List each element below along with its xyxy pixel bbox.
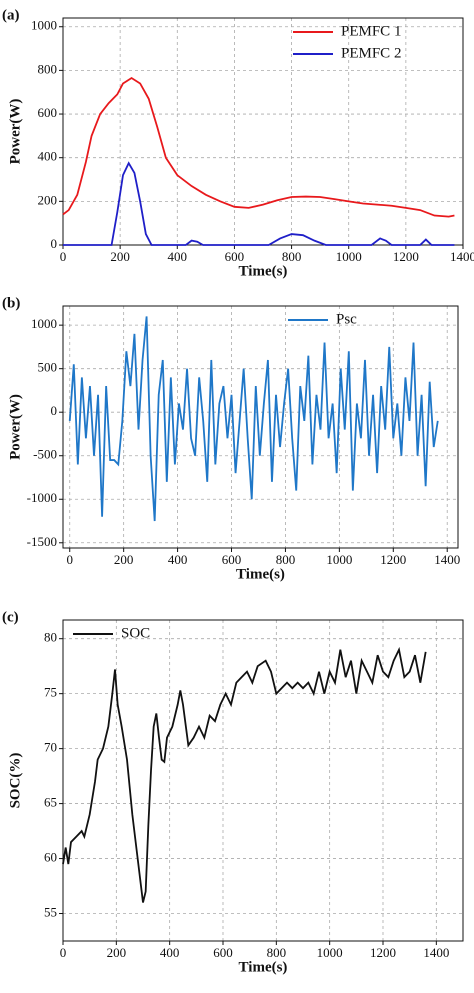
y-tick-label: 800 [38,61,58,76]
y-tick-label: 500 [38,360,58,375]
x-tick-label: 1000 [317,945,343,960]
x-tick-label: 200 [114,552,134,567]
plot-frame [62,619,464,942]
y-tick-label: 0 [51,403,58,418]
x-tick-label: 1200 [380,552,406,567]
x-tick-label: 400 [168,552,188,567]
y-tick-label: -1500 [27,534,57,549]
x-axis-label: Time(s) [239,959,288,975]
y-tick-label: 1000 [31,316,57,331]
series-line [62,76,455,218]
x-tick-label: 1400 [434,552,460,567]
x-tick-label: 1400 [423,945,449,960]
y-tick-label: 400 [38,149,58,164]
y-tick-label: 200 [38,192,58,207]
y-axis-label: SOC(%) [7,753,23,809]
x-tick-label: 400 [160,945,180,960]
x-tick-label: 600 [222,552,242,567]
y-tick-label: 60 [44,850,57,865]
x-tick-label: 600 [213,945,233,960]
plot-frame [62,17,464,246]
y-axis-label: Power(W) [7,394,23,460]
x-tick-label: 800 [282,249,302,264]
y-tick-label: 600 [38,105,58,120]
series-line [68,316,439,522]
plot-frame [62,305,459,549]
x-tick-label: 600 [225,249,245,264]
x-tick-label: 400 [168,249,188,264]
x-tick-label: 1200 [393,249,419,264]
y-tick-label: -1000 [27,490,57,505]
series-line [62,646,427,903]
y-tick-label: 65 [44,795,57,810]
y-axis-label: Power(W) [7,99,23,165]
x-tick-label: 1000 [326,552,352,567]
y-tick-label: 55 [44,905,57,920]
y-tick-label: 0 [51,236,58,251]
x-tick-label: 200 [107,945,127,960]
x-tick-label: 1400 [450,249,474,264]
x-axis-label: Time(s) [236,566,285,582]
y-tick-label: 70 [44,740,57,755]
y-tick-label: -500 [33,447,57,462]
x-tick-label: 1200 [370,945,396,960]
x-tick-label: 0 [60,945,67,960]
x-tick-label: 800 [267,945,287,960]
y-tick-label: 75 [44,685,57,700]
x-tick-label: 0 [60,249,67,264]
series-line [63,161,455,246]
panel-label: (c) [2,609,19,625]
y-tick-label: 1000 [31,18,57,33]
x-tick-label: 200 [110,249,130,264]
legend-label: PEMFC 2 [341,45,401,61]
x-axis-label: Time(s) [239,263,288,279]
legend-label: Psc [336,311,357,327]
legend-label: SOC [121,625,150,641]
legend-label: PEMFC 1 [341,23,401,39]
panel-label: (b) [2,295,20,311]
panel-label: (a) [2,7,20,23]
y-tick-label: 80 [44,630,57,645]
x-tick-label: 0 [66,552,73,567]
x-tick-label: 1000 [336,249,362,264]
x-tick-label: 800 [276,552,296,567]
